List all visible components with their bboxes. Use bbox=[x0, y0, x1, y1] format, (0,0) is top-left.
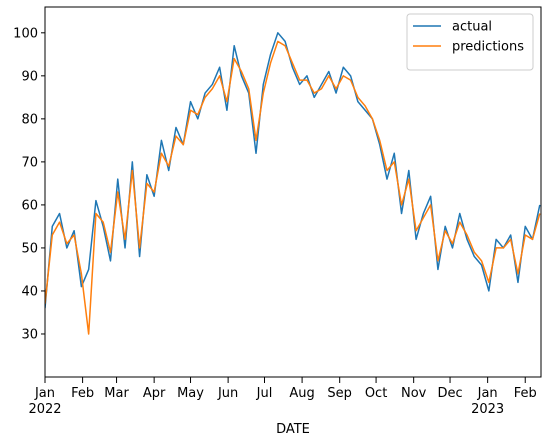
y-tick-label: 60 bbox=[21, 198, 38, 213]
x-tick-label: Jul bbox=[256, 386, 273, 401]
y-tick-label: 70 bbox=[21, 155, 38, 170]
legend-label: predictions bbox=[452, 40, 524, 55]
series-line bbox=[45, 32, 541, 309]
series-line bbox=[45, 40, 541, 335]
legend-box bbox=[406, 13, 534, 71]
x-tick-label: Aug bbox=[289, 386, 314, 401]
y-tick-label: 100 bbox=[13, 26, 38, 41]
x-tick-label: Dec bbox=[437, 386, 462, 401]
x-tick-label: Sep bbox=[327, 386, 352, 401]
y-tick-label: 90 bbox=[21, 69, 38, 84]
plot bbox=[45, 32, 541, 335]
y-tick-label: 30 bbox=[21, 327, 38, 342]
x-tick-label: Jan 2022 bbox=[28, 386, 61, 417]
legend-label: actual bbox=[452, 20, 492, 35]
x-tick-label: Nov bbox=[401, 386, 427, 401]
y-tick-label: 40 bbox=[21, 284, 38, 299]
plot-frame bbox=[44, 6, 542, 378]
x-tick-label: Jun bbox=[217, 386, 238, 401]
x-tick-label: Oct bbox=[365, 386, 387, 401]
x-tick-label: Jan 2023 bbox=[471, 386, 504, 417]
x-tick-label: Feb bbox=[71, 386, 94, 401]
x-tick-label: Apr bbox=[143, 386, 166, 401]
x-tick-label: Feb bbox=[514, 386, 537, 401]
y-tick-label: 50 bbox=[21, 241, 38, 256]
x-axis-label: DATE bbox=[276, 422, 310, 437]
x-tick-label: Mar bbox=[104, 386, 129, 401]
y-tick-label: 80 bbox=[21, 112, 38, 127]
x-tick-label: May bbox=[177, 386, 204, 401]
